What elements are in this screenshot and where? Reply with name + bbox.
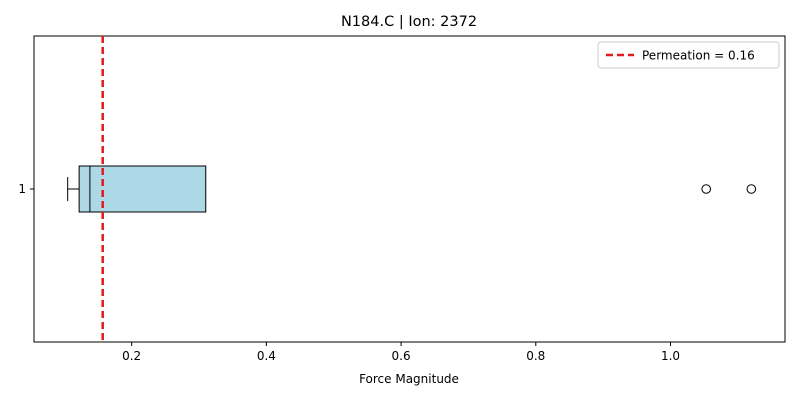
x-axis-label: Force Magnitude — [359, 372, 459, 386]
outlier-point — [746, 184, 757, 194]
boxplot-series — [67, 165, 757, 213]
x-tick-label: 0.4 — [257, 349, 276, 363]
x-tick-label: 0.8 — [526, 349, 545, 363]
x-tick-label: 0.2 — [122, 349, 141, 363]
legend-entry-permeation: Permeation = 0.16 — [642, 49, 755, 63]
legend-box — [597, 41, 780, 69]
outlier-point — [701, 184, 711, 194]
x-axis-ticks: 0.2 0.4 0.6 0.8 1.0 — [122, 342, 680, 363]
x-tick-label: 0.6 — [392, 349, 411, 363]
legend: Permeation = 0.16 — [597, 41, 780, 69]
y-axis-ticks: 1 — [18, 182, 34, 196]
x-tick-label: 1.0 — [661, 349, 680, 363]
box-iqr — [78, 165, 207, 213]
y-tick-label: 1 — [18, 182, 26, 196]
chart-title: N184.C | Ion: 2372 — [341, 14, 477, 30]
